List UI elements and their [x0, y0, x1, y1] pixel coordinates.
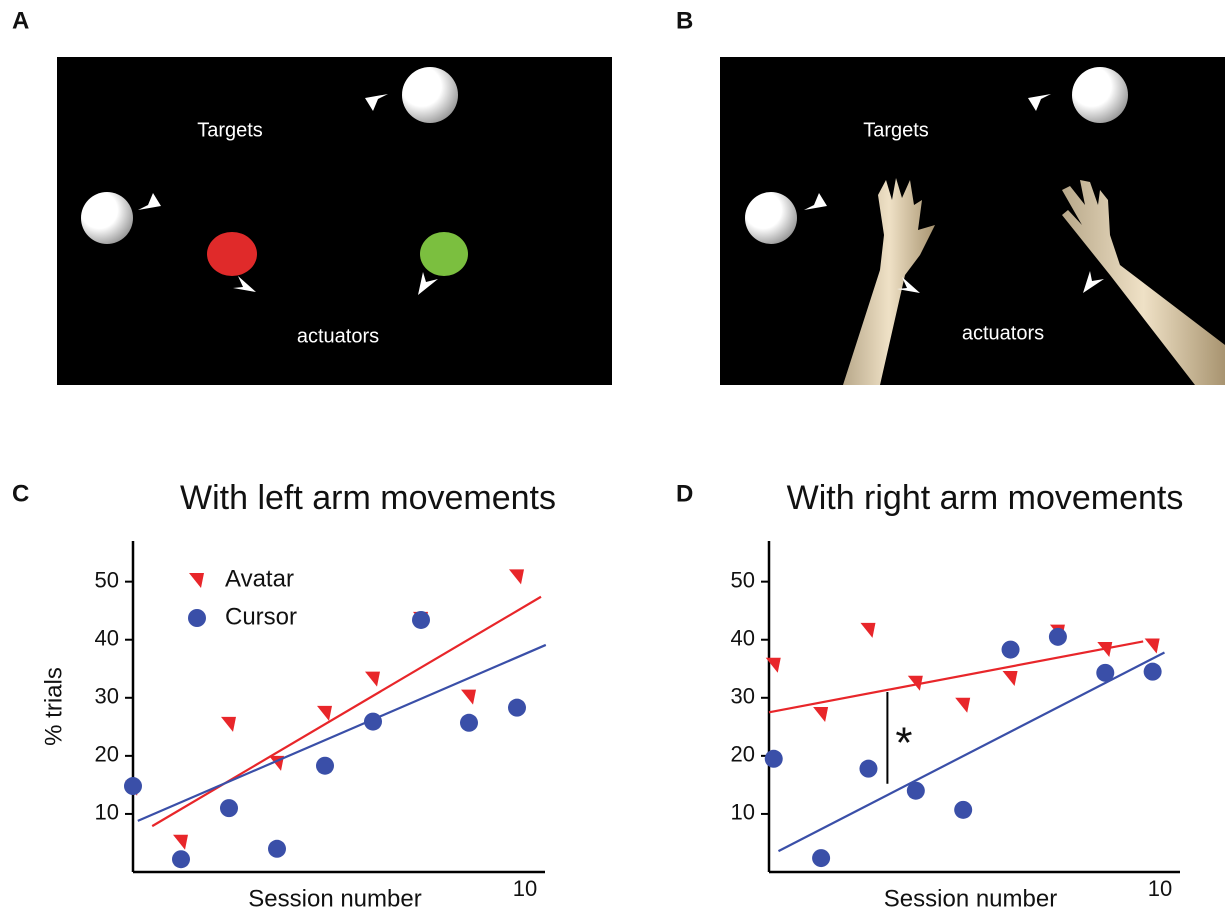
panel-letter: A — [12, 7, 29, 34]
point — [461, 690, 476, 705]
point — [365, 672, 380, 687]
y-tick-label: 50 — [731, 567, 755, 592]
point — [316, 757, 334, 775]
panel-letter: D — [676, 480, 693, 507]
panel-letter: C — [12, 480, 29, 507]
point — [1049, 628, 1067, 646]
y-tick-label: 40 — [95, 626, 119, 651]
trend-line — [778, 652, 1164, 851]
page: {"figure": {"panels": [ {"letter": "A", … — [0, 0, 1225, 915]
y-tick-label: 10 — [95, 800, 119, 825]
chart-title: With left arm movements — [180, 479, 556, 517]
figure: A Targets actuators B Targets actuators … — [0, 0, 1225, 915]
y-tick-label: 20 — [731, 742, 755, 767]
x-axis-label: Session number — [248, 885, 421, 912]
label: Targets — [197, 119, 263, 141]
point — [860, 623, 875, 638]
point — [509, 569, 524, 584]
x-tick-label: 10 — [513, 876, 537, 901]
point — [1003, 671, 1018, 686]
point — [220, 799, 238, 817]
point — [1145, 639, 1160, 654]
point — [1144, 663, 1162, 681]
target — [81, 192, 133, 244]
y-tick-label: 50 — [95, 567, 119, 592]
annotation: * — [895, 718, 912, 767]
label: Targets — [863, 119, 929, 141]
point — [954, 801, 972, 819]
point — [460, 714, 478, 732]
chart-title: With right arm movements — [787, 479, 1184, 517]
point — [221, 717, 236, 732]
legend-label: Avatar — [225, 565, 294, 592]
x-axis-label: Session number — [884, 885, 1057, 912]
legend-marker — [188, 609, 206, 627]
target — [745, 192, 797, 244]
y-tick-label: 40 — [731, 626, 755, 651]
actuator — [207, 232, 257, 276]
legend-marker — [189, 573, 204, 588]
trend-line — [152, 597, 541, 826]
point — [1002, 641, 1020, 659]
y-axis-label: % trials — [40, 667, 67, 746]
trend-line — [769, 641, 1143, 712]
point — [508, 699, 526, 717]
point — [124, 777, 142, 795]
point — [955, 698, 970, 713]
y-tick-label: 10 — [731, 800, 755, 825]
y-tick-label: 30 — [95, 684, 119, 709]
target — [1072, 67, 1128, 123]
legend-label: Cursor — [225, 603, 297, 630]
point — [172, 850, 190, 868]
point — [813, 707, 828, 722]
label: actuators — [297, 325, 379, 347]
point — [859, 760, 877, 778]
point — [268, 840, 286, 858]
point — [812, 849, 830, 867]
point — [412, 611, 430, 629]
point — [173, 835, 188, 850]
target — [402, 67, 458, 123]
label: actuators — [962, 322, 1044, 344]
point — [765, 750, 783, 768]
y-tick-label: 20 — [95, 742, 119, 767]
y-tick-label: 30 — [731, 684, 755, 709]
x-tick-label: 10 — [1148, 876, 1172, 901]
point — [317, 706, 332, 721]
actuator — [420, 232, 468, 276]
panel-letter: B — [676, 7, 693, 34]
trend-line — [138, 645, 546, 821]
